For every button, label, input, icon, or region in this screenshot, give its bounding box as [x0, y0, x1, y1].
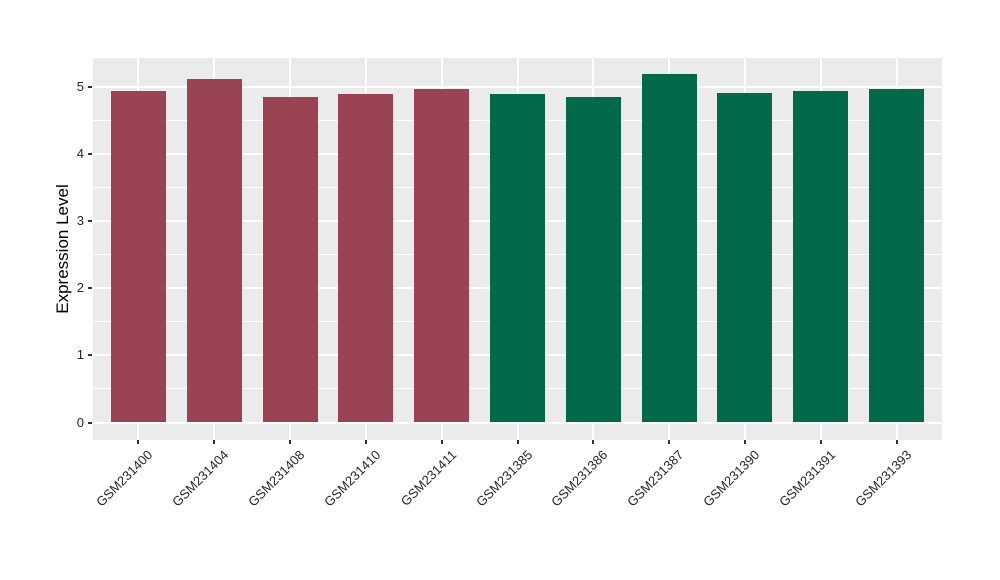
bar-GSM231390	[717, 93, 773, 423]
bar-GSM231404	[186, 79, 242, 423]
bar-GSM231386	[565, 96, 621, 423]
bar-GSM231385	[490, 93, 545, 423]
x-tick-mark	[213, 440, 216, 444]
y-tick-label: 1	[76, 347, 84, 363]
y-tick-mark	[88, 219, 92, 222]
x-tick-mark	[364, 440, 367, 444]
y-tick-label: 0	[76, 414, 84, 430]
x-tick-mark	[668, 440, 671, 444]
bar-GSM231387	[641, 74, 697, 423]
y-tick-label: 5	[76, 78, 84, 94]
plot-panel	[93, 58, 942, 440]
x-tick-mark	[895, 440, 898, 444]
bar-GSM231408	[262, 96, 318, 423]
x-tick-mark	[137, 440, 140, 444]
bar-GSM231400	[110, 91, 166, 423]
x-tick-mark	[592, 440, 595, 444]
x-tick-mark	[289, 440, 292, 444]
x-tick-mark	[819, 440, 822, 444]
y-tick-mark	[88, 421, 92, 424]
y-tick-label: 2	[76, 280, 84, 296]
y-tick-label: 3	[76, 212, 84, 228]
y-tick-label: 4	[76, 145, 84, 161]
bar-GSM231391	[793, 91, 849, 423]
x-tick-mark	[743, 440, 746, 444]
y-tick-mark	[88, 354, 92, 357]
x-tick-mark	[440, 440, 443, 444]
y-tick-mark	[88, 152, 92, 155]
bar-GSM231411	[414, 88, 470, 423]
bar-GSM231410	[338, 93, 394, 423]
y-tick-mark	[88, 287, 92, 290]
y-tick-mark	[88, 85, 92, 88]
bar-GSM231393	[869, 89, 925, 423]
x-tick-mark	[516, 440, 519, 444]
